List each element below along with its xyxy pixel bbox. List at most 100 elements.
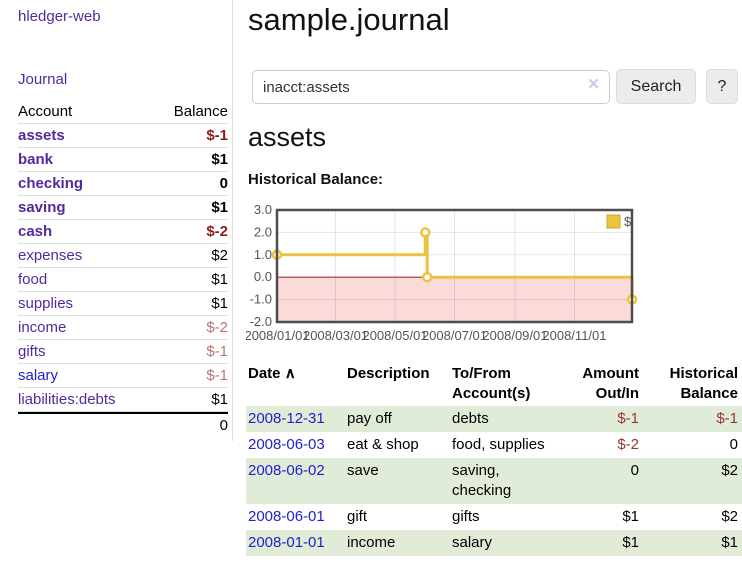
chart-canvas: 3.0 2.0 1.0 0.0 -1.0 -2.02008/01/012008/03/01… [244, 202, 638, 343]
account-balance: $1 [152, 292, 228, 316]
transaction-row: 2008-06-02 save saving, checking 0 $2 [246, 458, 742, 504]
transaction-description: income [347, 534, 396, 551]
transaction-accounts: salary [452, 534, 493, 551]
date-column-header[interactable]: Date ∧ [246, 362, 345, 406]
transaction-date-link[interactable]: 2008-01-01 [248, 534, 325, 551]
transaction-amount: $1 [622, 534, 639, 551]
search-button[interactable]: Search [616, 69, 696, 104]
account-link[interactable]: gifts [18, 343, 46, 360]
svg-text:2008/05/01: 2008/05/01 [362, 328, 427, 343]
svg-text:2008/01/01: 2008/01/01 [246, 328, 310, 343]
account-link[interactable]: salary [18, 367, 59, 384]
transactions-header-row: Date ∧ Description To/From Account(s) Am… [246, 362, 742, 406]
account-row: bank $1 [18, 148, 228, 172]
transaction-description: gift [347, 508, 368, 525]
transactions-table: Date ∧ Description To/From Account(s) Am… [246, 362, 742, 556]
transaction-balance: $2 [721, 508, 738, 525]
sidebar-item-journal[interactable]: Journal [18, 71, 68, 88]
brand-link-hledger-web[interactable]: hledger-web [18, 8, 101, 25]
account-link[interactable]: cash [18, 223, 53, 240]
help-button[interactable]: ? [706, 69, 738, 104]
svg-text:2.0: 2.0 [254, 224, 272, 239]
balance-column-header-txn: Historical Balance [669, 365, 738, 402]
account-balance-table: Account Balance assets $-1 bank $1 checking 0… [18, 100, 228, 437]
transaction-row: 2008-12-31 pay off debts $-1 $-1 [246, 406, 742, 432]
sidebar-divider [232, 0, 233, 441]
account-column-header: Account [18, 100, 153, 124]
account-row: assets $-1 [18, 124, 228, 148]
account-row: income $-2 [18, 316, 228, 340]
account-row: saving $1 [18, 196, 228, 220]
account-row: supplies $1 [18, 292, 228, 316]
account-link[interactable]: food [18, 271, 48, 288]
chart-legend-label: $ [624, 214, 632, 229]
transaction-description: save [347, 462, 379, 479]
account-balance: $1 [152, 268, 228, 292]
account-row: liabilities:debts $1 [18, 388, 228, 412]
transaction-accounts: gifts [452, 508, 480, 525]
transaction-balance: 0 [729, 436, 738, 453]
account-row: food $1 [18, 268, 228, 292]
chart-title-label: Historical Balance: [248, 171, 384, 188]
account-link[interactable]: saving [18, 199, 66, 216]
account-row: expenses $2 [18, 244, 228, 268]
search-input[interactable] [252, 70, 610, 104]
svg-text:3.0: 3.0 [254, 203, 272, 217]
historical-balance-chart: 3.0 2.0 1.0 0.0 -1.0 -2.0 2008/01/01 2008/03/01… [244, 202, 742, 349]
transaction-balance: $-1 [716, 410, 738, 427]
account-link[interactable]: expenses [18, 247, 83, 264]
transaction-accounts: food, supplies [452, 436, 545, 453]
transaction-accounts: debts [452, 410, 489, 427]
account-table-header-row: Account Balance [18, 100, 228, 124]
account-row: gifts $-1 [18, 340, 228, 364]
account-link[interactable]: bank [18, 151, 54, 168]
account-balance: $1 [152, 196, 228, 220]
account-balance: $-1 [152, 364, 228, 388]
account-balance: 0 [152, 172, 228, 196]
page-title: sample.journal [248, 2, 450, 37]
transaction-row: 2008-01-01 income salary $1 $1 [246, 530, 742, 556]
transaction-date-link[interactable]: 2008-06-01 [248, 508, 325, 525]
balance-column-header: Balance [152, 100, 228, 124]
account-balance: $-2 [152, 220, 228, 244]
amount-column-header: Amount Out/In [582, 365, 639, 402]
account-row: cash $-2 [18, 220, 228, 244]
account-link[interactable]: checking [18, 175, 84, 192]
account-balance: $2 [152, 244, 228, 268]
account-row: salary $-1 [18, 364, 228, 388]
transaction-balance: $1 [721, 534, 738, 551]
tofrom-column-header: To/From Account(s) [452, 365, 531, 402]
account-table-body: assets $-1 bank $1 checking 0 saving $1 cash $-2 e… [18, 124, 228, 412]
transaction-row: 2008-06-03 eat & shop food, supplies $-2 0 [246, 432, 742, 458]
transactions-table-body: 2008-12-31 pay off debts $-1 $-1 2008-06-03 ea… [246, 406, 742, 556]
account-link[interactable]: assets [18, 127, 65, 144]
total-spacer [18, 412, 153, 437]
transaction-date-link[interactable]: 2008-12-31 [248, 410, 325, 427]
transaction-amount: $1 [622, 508, 639, 525]
transaction-amount: $-2 [617, 436, 639, 453]
date-header-label: Date [248, 365, 281, 382]
total-balance: 0 [152, 412, 228, 437]
account-link[interactable]: income [18, 319, 67, 336]
svg-text:-2.0: -2.0 [250, 314, 272, 329]
account-balance: $1 [152, 388, 228, 412]
transaction-balance: $2 [721, 462, 738, 479]
transaction-amount: $-1 [617, 410, 639, 427]
transaction-accounts: saving, checking [452, 462, 512, 499]
account-heading: assets [248, 122, 327, 152]
account-balance: $-1 [152, 340, 228, 364]
account-link[interactable]: liabilities:debts [18, 391, 116, 408]
account-total-row: 0 [18, 412, 228, 437]
account-link[interactable]: supplies [18, 295, 74, 312]
transaction-date-link[interactable]: 2008-06-03 [248, 436, 325, 453]
description-column-header: Description [347, 365, 430, 382]
clear-search-icon[interactable]: × [588, 74, 600, 95]
transaction-row: 2008-06-01 gift gifts $1 $2 [246, 504, 742, 530]
transaction-date-link[interactable]: 2008-06-02 [248, 462, 325, 479]
svg-text:2008/11/01: 2008/11/01 [542, 328, 606, 343]
transaction-description: eat & shop [347, 436, 419, 453]
transaction-amount: 0 [630, 462, 639, 479]
svg-text:-1.0: -1.0 [250, 292, 272, 307]
account-row: checking 0 [18, 172, 228, 196]
account-balance: $-1 [152, 124, 228, 148]
